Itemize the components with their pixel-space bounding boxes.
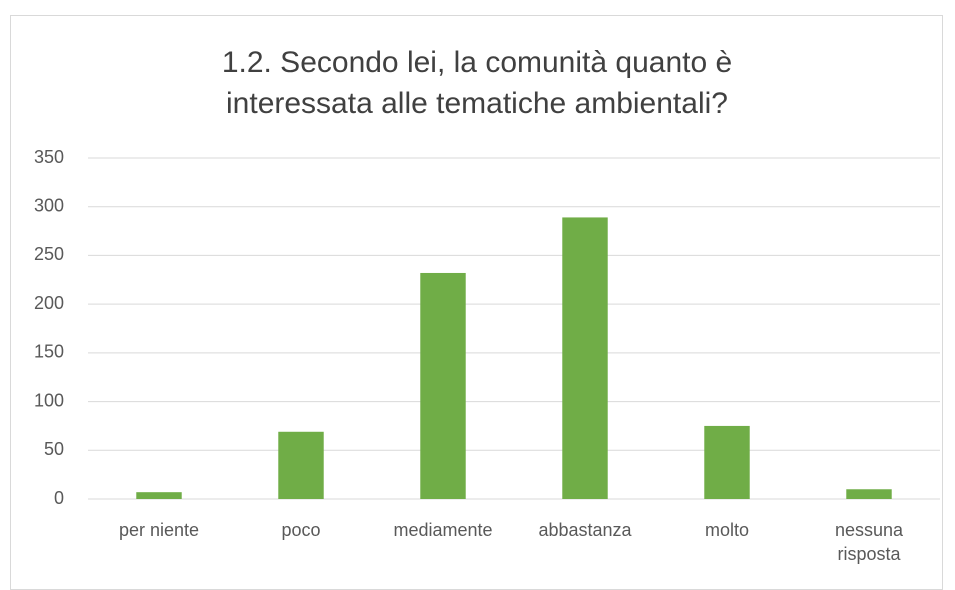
x-tick-label: poco bbox=[281, 520, 321, 540]
y-tick-label: 100 bbox=[34, 390, 64, 410]
x-tick-label: nessuna risposta bbox=[834, 520, 904, 564]
y-tick-label: 200 bbox=[34, 293, 64, 313]
chart-title: 1.2. Secondo lei, la comunità quanto è i… bbox=[221, 46, 733, 120]
y-tick-label: 300 bbox=[34, 195, 64, 215]
x-tick-label: abbastanza bbox=[538, 520, 632, 540]
bar bbox=[136, 492, 182, 499]
bar bbox=[846, 489, 892, 499]
x-tick-label: molto bbox=[704, 520, 749, 540]
bar bbox=[420, 272, 466, 499]
x-tick-label: per niente bbox=[118, 520, 200, 540]
y-tick-label: 0 bbox=[54, 488, 64, 508]
y-tick-label: 50 bbox=[44, 439, 64, 459]
y-tick-label: 250 bbox=[34, 244, 64, 264]
y-tick-label: 150 bbox=[34, 342, 64, 362]
x-tick-label: mediamente bbox=[393, 520, 493, 540]
bar bbox=[562, 217, 608, 499]
y-tick-label: 350 bbox=[34, 147, 64, 167]
bar bbox=[704, 425, 750, 499]
bar bbox=[278, 431, 324, 499]
